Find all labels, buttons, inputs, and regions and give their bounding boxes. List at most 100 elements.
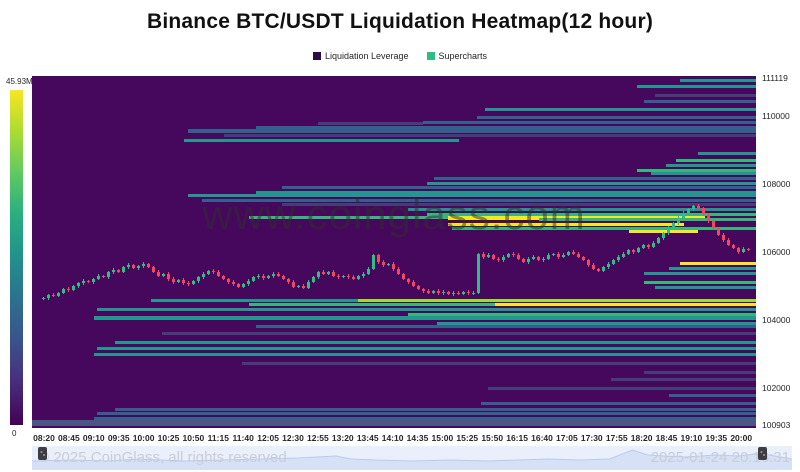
candle-body — [52, 295, 55, 297]
candle-body — [562, 255, 565, 257]
candle-body — [442, 291, 445, 294]
candle-body — [67, 289, 70, 291]
candle-body — [447, 291, 450, 295]
candle-body — [177, 279, 180, 283]
time-tick-label: 16:40 — [531, 433, 553, 443]
candle-body — [637, 248, 640, 252]
time-tick-label: 11:40 — [232, 433, 254, 443]
liquidation-band — [654, 94, 756, 98]
candle-body — [227, 279, 230, 283]
candle-body — [732, 245, 735, 249]
liquidation-band — [437, 321, 756, 325]
candle-body — [462, 291, 465, 294]
candle-body — [42, 297, 45, 300]
candle-body — [157, 271, 160, 276]
candle-body — [102, 275, 105, 278]
candle-body — [337, 275, 340, 278]
candle-body — [332, 271, 335, 276]
liquidation-band — [249, 303, 496, 307]
legend-swatch-purple-icon — [312, 52, 321, 60]
candle-body — [287, 279, 290, 283]
candle-body — [277, 273, 280, 276]
time-tick-label: 08:20 — [33, 433, 55, 443]
candle-body — [87, 280, 90, 283]
time-tick-label: 14:35 — [406, 433, 429, 443]
liquidation-band — [115, 407, 756, 411]
time-tick-label: 15:00 — [431, 433, 454, 443]
liquidation-band — [643, 280, 756, 284]
color-scale-min-label: 0 — [12, 429, 17, 438]
legend-item-supercharts[interactable]: Supercharts — [426, 51, 487, 61]
price-tick-label: 100903 — [762, 420, 791, 430]
candle-body — [602, 267, 605, 271]
candle-body — [522, 258, 525, 263]
time-tick-label: 17:05 — [556, 433, 578, 443]
candle-body — [207, 270, 210, 274]
liquidation-band — [187, 129, 756, 134]
candle-body — [482, 253, 485, 257]
liquidation-band — [480, 401, 756, 405]
candle-body — [667, 228, 670, 234]
candle-body — [97, 275, 100, 280]
candle-body — [497, 258, 500, 261]
candle-body — [492, 255, 495, 259]
liquidation-band — [256, 126, 756, 130]
candle-body — [592, 265, 595, 269]
candle-body — [677, 217, 680, 223]
candle-body — [652, 243, 655, 247]
candle-body — [222, 275, 225, 280]
candle-body — [167, 273, 170, 280]
candle-body — [417, 285, 420, 290]
candle-body — [137, 266, 140, 269]
candle-body — [362, 273, 365, 277]
navigator-handle-right[interactable] — [758, 447, 767, 460]
candle-body — [582, 256, 585, 261]
color-scale-bar — [10, 90, 23, 425]
candle-body — [152, 267, 155, 272]
candle-body — [47, 295, 50, 298]
legend-item-liquidation-leverage[interactable]: Liquidation Leverage — [312, 51, 409, 61]
candle-body — [297, 285, 300, 287]
time-tick-label: 09:35 — [107, 433, 130, 443]
time-tick-label: 13:20 — [331, 433, 354, 443]
time-tick-label: 17:30 — [580, 433, 603, 443]
candle-body — [212, 270, 215, 273]
candle-body — [702, 207, 705, 215]
navigator-strip[interactable] — [32, 446, 792, 470]
candle-body — [712, 221, 715, 229]
candle-body — [557, 253, 560, 257]
watermark: www.coinglass.com — [202, 191, 586, 238]
candle-body — [187, 283, 190, 285]
liquidation-band — [433, 177, 756, 181]
candle-body — [747, 249, 750, 251]
liquidation-band — [495, 303, 756, 307]
candle-body — [282, 275, 285, 280]
candle-body — [612, 260, 615, 264]
time-tick-label: 12:55 — [307, 433, 329, 443]
candle-body — [392, 263, 395, 269]
candle-body — [72, 285, 75, 291]
candle-body — [292, 282, 295, 287]
time-tick-label: 19:35 — [705, 433, 728, 443]
price-tick-label: 110000 — [762, 111, 790, 121]
time-tick-label: 09:10 — [82, 433, 105, 443]
heatmap-plot-area[interactable]: www.coinglass.com — [32, 76, 756, 428]
candle-body — [627, 250, 630, 254]
liquidation-band — [281, 185, 756, 189]
time-tick-label: 08:45 — [58, 433, 80, 443]
candle-body — [112, 269, 115, 273]
candle-body — [687, 209, 690, 213]
liquidation-band — [698, 151, 756, 155]
liquidation-band — [241, 362, 756, 366]
candle-body — [172, 279, 175, 283]
navigator-handle-left[interactable] — [38, 447, 47, 460]
liquidation-band — [448, 222, 684, 226]
liquidation-band — [162, 331, 756, 335]
chart-legend: Liquidation Leverage Supercharts — [0, 51, 800, 61]
liquidation-band — [426, 213, 756, 216]
candle-body — [567, 251, 570, 256]
liquidation-band — [643, 370, 756, 374]
time-tick-label: 15:25 — [456, 433, 479, 443]
candle-body — [682, 212, 685, 218]
